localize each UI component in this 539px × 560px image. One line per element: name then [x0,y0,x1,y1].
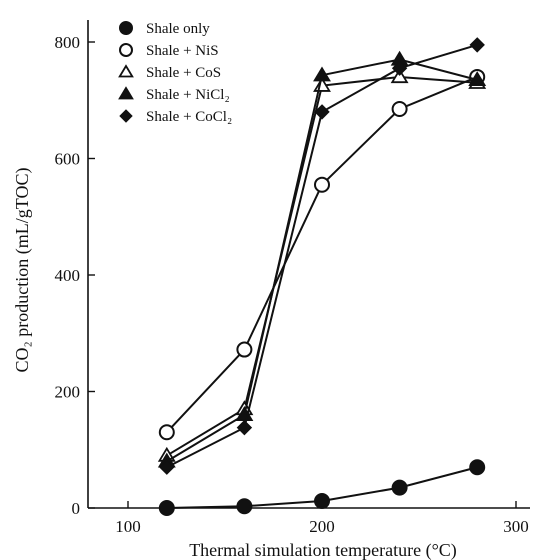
data-point-shale-nicl [468,71,487,87]
y-tick-label: 400 [55,266,81,285]
data-point-shale-nis [391,100,408,117]
data-point-shale-nis [236,341,253,358]
data-point-shale-cocl [391,60,408,76]
legend-label-shale-cocl: Shale + CoCl₂ [146,109,232,125]
data-point-shale-only [236,498,253,515]
legend: Shale only Shale + NiS Shale + CoS Shale + … [118,21,232,125]
data-point-shale-nis [314,176,330,193]
series-shale-nis [158,68,486,441]
data-point-shale-only [469,459,486,476]
data-point-shale-cocl [159,459,175,475]
legend-label-shale-nis: Shale + NiS [146,43,219,59]
legend-marker-shale-nicl [118,86,134,100]
series-line-shale-nis [166,76,478,433]
x-tick-label: 300 [503,517,529,536]
legend-marker-shale-cos [118,64,134,78]
legend-marker-shale-cocl [119,109,133,123]
data-point-shale-only [391,479,408,496]
data-point-shale-only [314,493,330,510]
legend-label-shale-nicl: Shale + NiCl₂ [146,87,230,103]
data-point-shale-cocl [236,419,253,436]
series-plot [157,37,487,516]
y-axis-title: CO₂ production (mL/gTOC) [12,168,33,373]
axis-ticks: 0 200 400 600 800 100 200 300 [55,33,529,536]
series-shale-cos [157,68,487,462]
x-tick-label: 100 [115,517,141,536]
data-point-shale-nicl [313,66,331,82]
y-tick-label: 200 [55,383,81,402]
legend-marker-shale-nis [119,43,133,57]
data-point-shale-nis [158,424,175,441]
legend-label-shale-only: Shale only [146,21,210,37]
data-point-shale-cocl [314,104,330,120]
series-shale-cocl [159,37,485,475]
data-point-shale-cocl [469,37,485,53]
data-point-shale-cos [390,68,409,84]
legend-label-shale-cos: Shale + CoS [146,65,221,81]
legend-marker-shale-only [119,21,133,35]
data-point-shale-only [158,500,175,516]
series-shale-nicl [157,50,487,468]
y-tick-label: 800 [55,33,81,52]
x-axis-title: Thermal simulation temperature (°C) [189,540,457,560]
y-tick-label: 600 [55,150,81,169]
y-tick-label: 0 [72,499,81,518]
series-line-shale-cos [166,75,478,457]
x-tick-label: 200 [309,517,335,536]
series-shale-only [158,459,486,516]
